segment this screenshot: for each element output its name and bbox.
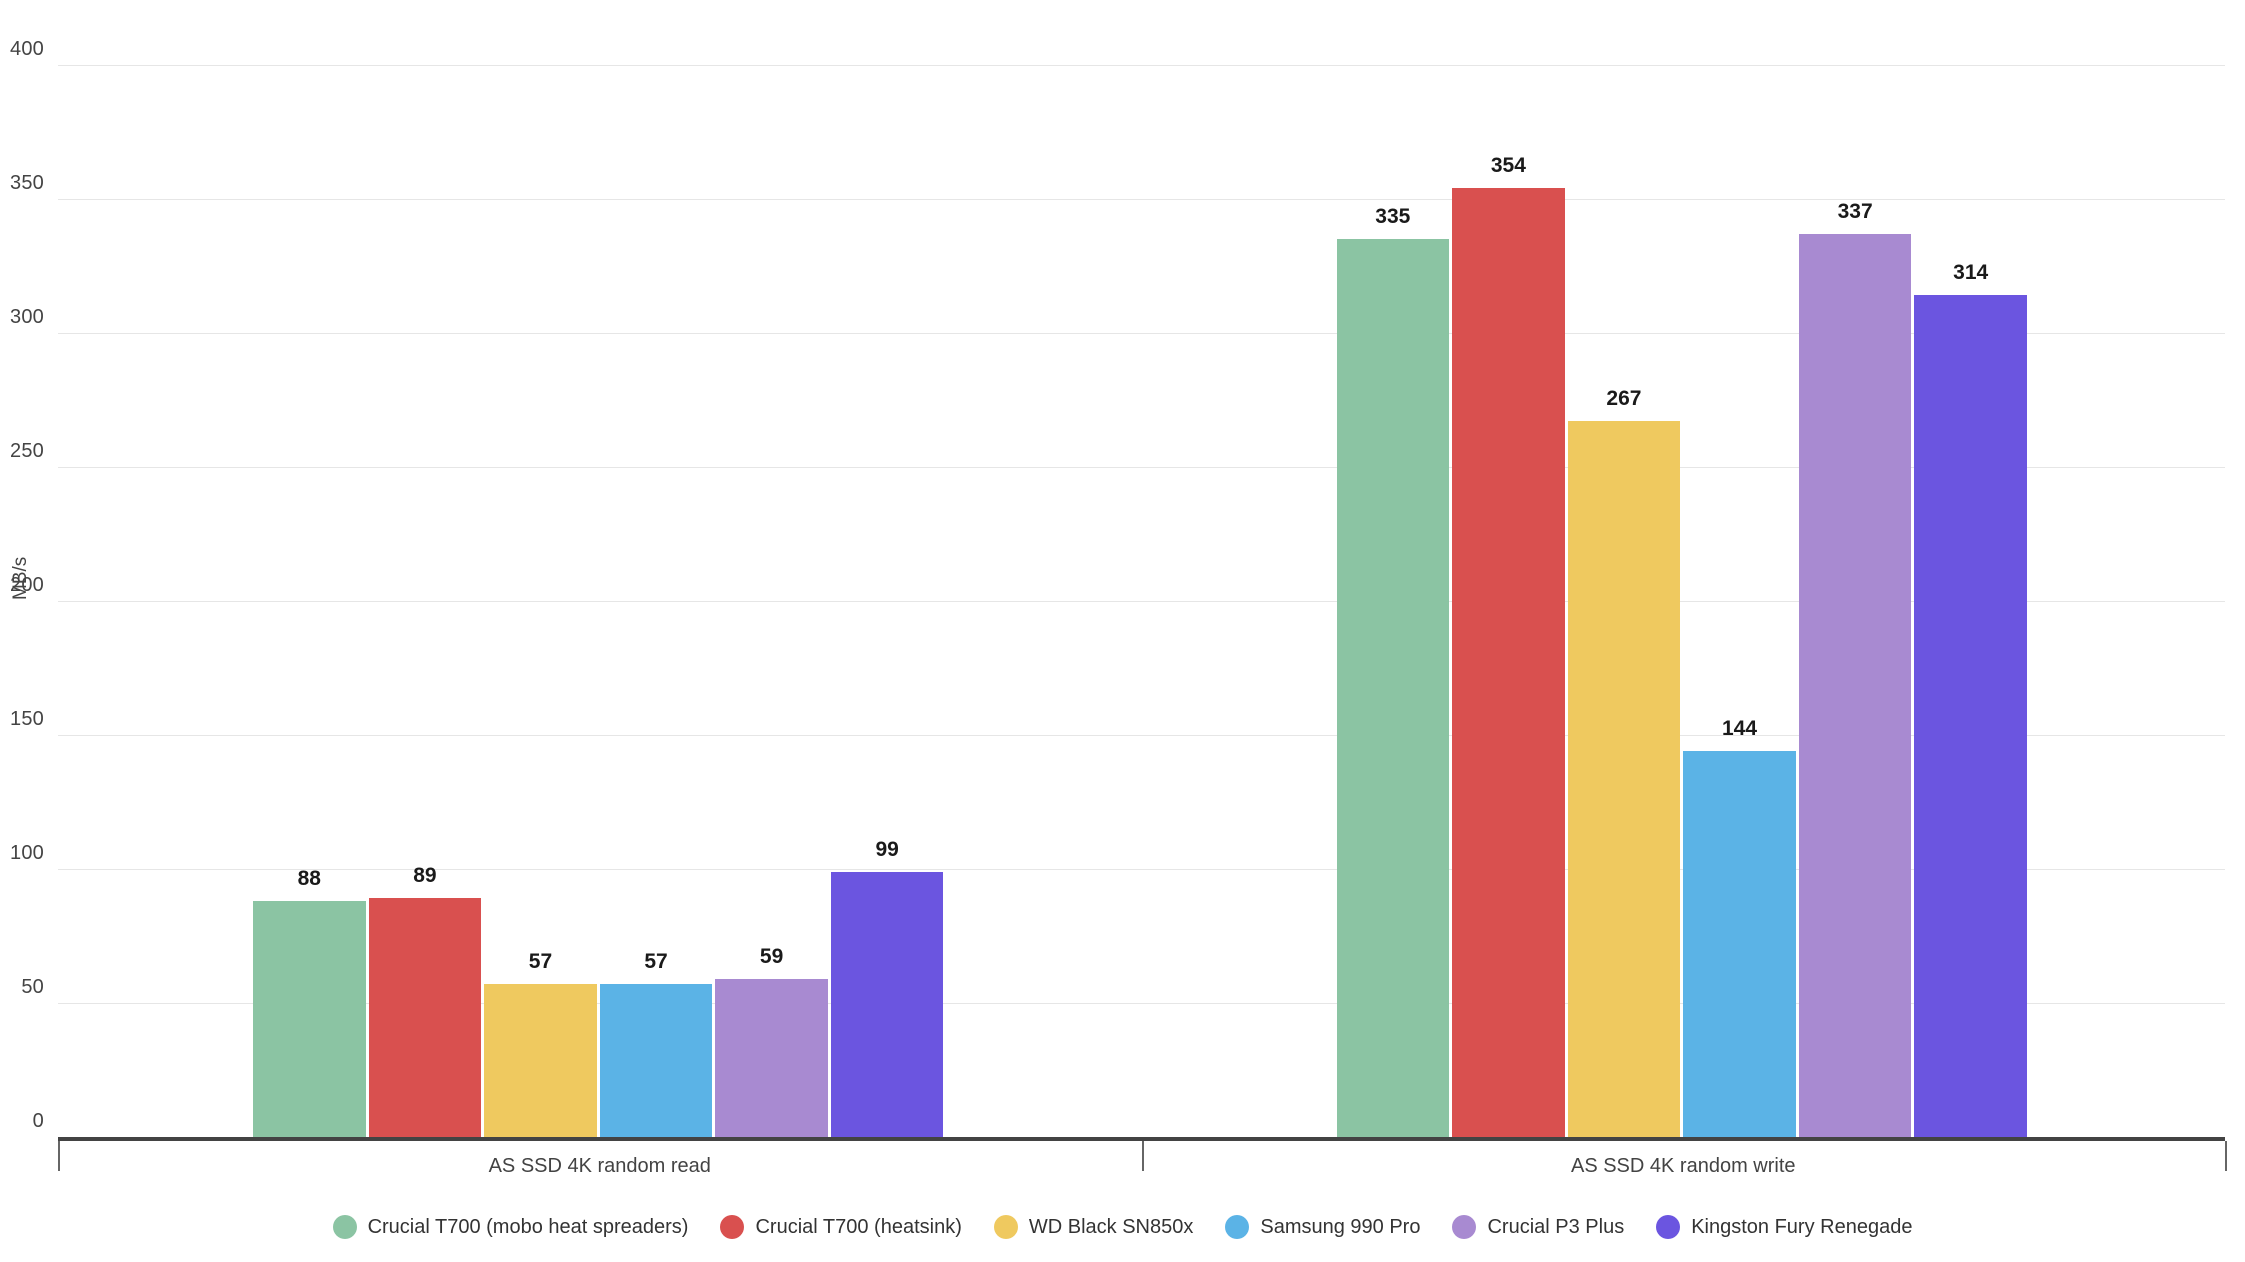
bar-value-label: 57: [528, 950, 553, 974]
plot-area: 88 89 57 57 59 99 335 354 267 144 337 314: [58, 65, 2225, 1138]
legend-swatch-icon: [993, 1215, 1018, 1239]
y-axis-tick-label: 250: [10, 440, 44, 462]
legend-item[interactable]: WD Black SN850x: [993, 1215, 1194, 1239]
y-axis-tick-label: 200: [10, 574, 44, 596]
bar[interactable]: [253, 901, 366, 1137]
bar[interactable]: [1452, 188, 1565, 1137]
y-axis-tick-label: 350: [10, 172, 44, 194]
y-axis-tick-label: 300: [10, 306, 44, 328]
x-axis-group-label: AS SSD 4K random write: [1570, 1155, 1796, 1177]
legend-swatch-icon: [1656, 1215, 1681, 1239]
legend-item-label: WD Black SN850x: [1028, 1215, 1194, 1238]
legend-item[interactable]: Crucial P3 Plus: [1452, 1215, 1624, 1239]
bar[interactable]: [830, 871, 944, 1137]
bar[interactable]: [599, 984, 713, 1137]
x-axis-tick: [1141, 1141, 1144, 1171]
x-axis-tick: [58, 1141, 60, 1171]
y-axis-tick-label: 50: [21, 976, 44, 998]
gridline: [58, 601, 2225, 602]
y-axis-tick-label: 0: [32, 1110, 44, 1132]
gridline: [58, 199, 2225, 200]
y-axis-tick-label: 100: [10, 842, 44, 864]
x-axis-tick: [2225, 1141, 2227, 1171]
gridline: [58, 467, 2225, 468]
bar-value-label: 99: [875, 837, 899, 861]
bar[interactable]: [1798, 233, 1912, 1137]
bar[interactable]: [1567, 421, 1681, 1137]
y-axis-tick-label: 150: [10, 708, 44, 730]
legend-item[interactable]: Crucial T700 (heatsink): [720, 1215, 962, 1239]
legend-item-label: Samsung 990 Pro: [1260, 1215, 1421, 1238]
bar-value-label: 57: [644, 950, 668, 974]
legend-item[interactable]: Kingston Fury Renegade: [1656, 1215, 1912, 1239]
bar[interactable]: [368, 898, 482, 1137]
legend-item[interactable]: Crucial T700 (mobo heat spreaders): [332, 1215, 689, 1239]
gridline: [58, 735, 2225, 736]
legend-swatch-icon: [720, 1215, 745, 1239]
legend-item[interactable]: Samsung 990 Pro: [1225, 1215, 1420, 1239]
bar[interactable]: [1683, 751, 1796, 1137]
bar-value-label: 144: [1722, 717, 1758, 741]
bar-value-label: 335: [1375, 205, 1411, 229]
legend-item-label: Kingston Fury Renegade: [1691, 1215, 1913, 1238]
bar-value-label: 267: [1606, 387, 1642, 411]
legend-swatch-icon: [1452, 1215, 1477, 1239]
bar-value-label: 314: [1953, 261, 1989, 285]
bar-value-label: 89: [413, 864, 437, 888]
gridline: [58, 65, 2225, 66]
gridline: [58, 333, 2225, 334]
bar[interactable]: [1336, 239, 1450, 1137]
x-axis-group-label: AS SSD 4K random read: [488, 1155, 711, 1177]
chart-legend: Crucial T700 (mobo heat spreaders) Crucia…: [0, 1215, 2245, 1239]
x-axis-line: [58, 1137, 2225, 1141]
y-axis-tick-label: 400: [10, 38, 44, 60]
bar[interactable]: [715, 978, 828, 1137]
gridline: [58, 869, 2225, 870]
legend-swatch-icon: [332, 1215, 357, 1239]
bar-value-label: 88: [297, 867, 321, 891]
legend-item-label: Crucial P3 Plus: [1487, 1215, 1625, 1238]
bar[interactable]: [1914, 295, 2027, 1137]
bar-value-label: 337: [1837, 199, 1873, 223]
bar[interactable]: [484, 984, 597, 1137]
bar-value-label: 59: [759, 944, 784, 968]
legend-item-label: Crucial T700 (mobo heat spreaders): [367, 1215, 689, 1238]
legend-item-label: Crucial T700 (heatsink): [755, 1215, 962, 1238]
legend-swatch-icon: [1225, 1215, 1250, 1239]
bar-value-label: 354: [1490, 154, 1526, 178]
gridline: [58, 1003, 2225, 1004]
